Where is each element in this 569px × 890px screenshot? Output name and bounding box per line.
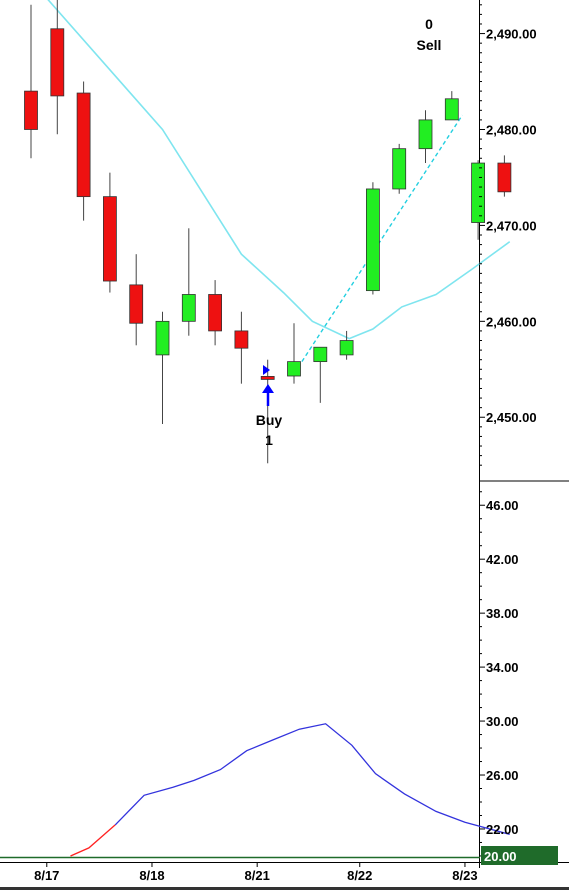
candle[interactable] — [24, 4, 38, 159]
candle[interactable] — [103, 172, 117, 293]
candle[interactable] — [76, 81, 91, 221]
indicator-tick-label: 34.00 — [486, 660, 519, 675]
candle[interactable] — [392, 143, 407, 194]
time-tick-label: 8/23 — [452, 868, 477, 883]
time-tick-label: 8/22 — [347, 868, 372, 883]
candle[interactable] — [313, 346, 328, 403]
buy-arrowhead-icon — [262, 384, 274, 393]
candle[interactable] — [260, 359, 275, 464]
candle-body — [234, 330, 249, 349]
candle[interactable] — [444, 91, 459, 121]
indicator-line — [114, 723, 510, 836]
candle-body — [365, 188, 380, 292]
candle-body — [471, 162, 486, 223]
candle[interactable] — [234, 311, 249, 384]
candle[interactable] — [497, 155, 512, 197]
price-axis[interactable]: 2,490.00 2,480.00 2,470.00 2,460.00 2,450.00 — [479, 0, 537, 466]
candle-body — [444, 98, 459, 121]
candle[interactable] — [287, 323, 301, 384]
candle[interactable] — [155, 311, 170, 424]
indicator-tick-label: 42.00 — [486, 552, 519, 567]
moving-average-line — [47, 0, 511, 340]
moving-average — [47, 0, 511, 340]
trend-line — [301, 114, 463, 362]
candle[interactable] — [418, 110, 433, 164]
indicator-tick-label: 26.00 — [486, 768, 519, 783]
indicator-tick-label: 30.00 — [486, 714, 519, 729]
sell-signal-annotation[interactable]: 0 Sell — [417, 16, 442, 53]
price-tick-label: 2,460.00 — [486, 314, 537, 329]
candle-body — [497, 162, 512, 193]
buy-signal-annotation[interactable]: Buy 1 — [256, 365, 283, 448]
indicator-line-low — [70, 824, 116, 857]
price-tick-label: 2,450.00 — [486, 410, 537, 425]
sell-label: Sell — [417, 37, 442, 53]
candle-body — [76, 92, 91, 198]
candle-body — [313, 346, 328, 363]
candle-body — [287, 361, 301, 377]
candle[interactable] — [50, 0, 65, 135]
time-axis[interactable]: 8/17 8/18 8/21 8/22 8/23 — [34, 862, 478, 883]
candle-body — [181, 294, 196, 322]
time-tick-label: 8/17 — [34, 868, 59, 883]
current-value-badge — [481, 846, 558, 865]
candle-body — [208, 294, 223, 332]
candle-body — [155, 320, 170, 356]
time-tick-label: 8/21 — [245, 868, 270, 883]
buy-marker-icon — [263, 365, 270, 375]
candle-body — [129, 284, 144, 324]
buy-count: 1 — [265, 432, 273, 448]
trend-line-segment — [301, 114, 463, 362]
time-tick-label: 8/18 — [139, 868, 164, 883]
candle[interactable] — [365, 182, 380, 295]
candle-body — [103, 196, 117, 282]
indicator-tick-label: 46.00 — [486, 498, 519, 513]
price-tick-label: 2,490.00 — [486, 27, 537, 42]
candle-body — [392, 148, 407, 190]
candle-body — [24, 90, 38, 130]
indicator-tick-label: 22.00 — [486, 822, 519, 837]
price-tick-label: 2,480.00 — [486, 122, 537, 137]
buy-label: Buy — [256, 412, 283, 428]
price-tick-label: 2,470.00 — [486, 218, 537, 233]
candle[interactable] — [339, 330, 354, 360]
candle-body — [339, 340, 354, 356]
indicator-tick-label: 38.00 — [486, 606, 519, 621]
candle[interactable] — [129, 254, 144, 346]
candle-body — [418, 119, 433, 150]
indicator-series — [70, 723, 510, 857]
candle[interactable] — [471, 160, 486, 240]
candle[interactable] — [181, 228, 196, 336]
candle-body — [260, 376, 275, 380]
indicator-axis[interactable]: 46.00 42.00 38.00 34.00 30.00 26.00 22.00 — [479, 491, 519, 857]
sell-count: 0 — [425, 16, 433, 32]
current-value-label: 20.00 — [484, 849, 517, 864]
candle[interactable] — [208, 280, 223, 346]
candle-body — [50, 28, 65, 97]
